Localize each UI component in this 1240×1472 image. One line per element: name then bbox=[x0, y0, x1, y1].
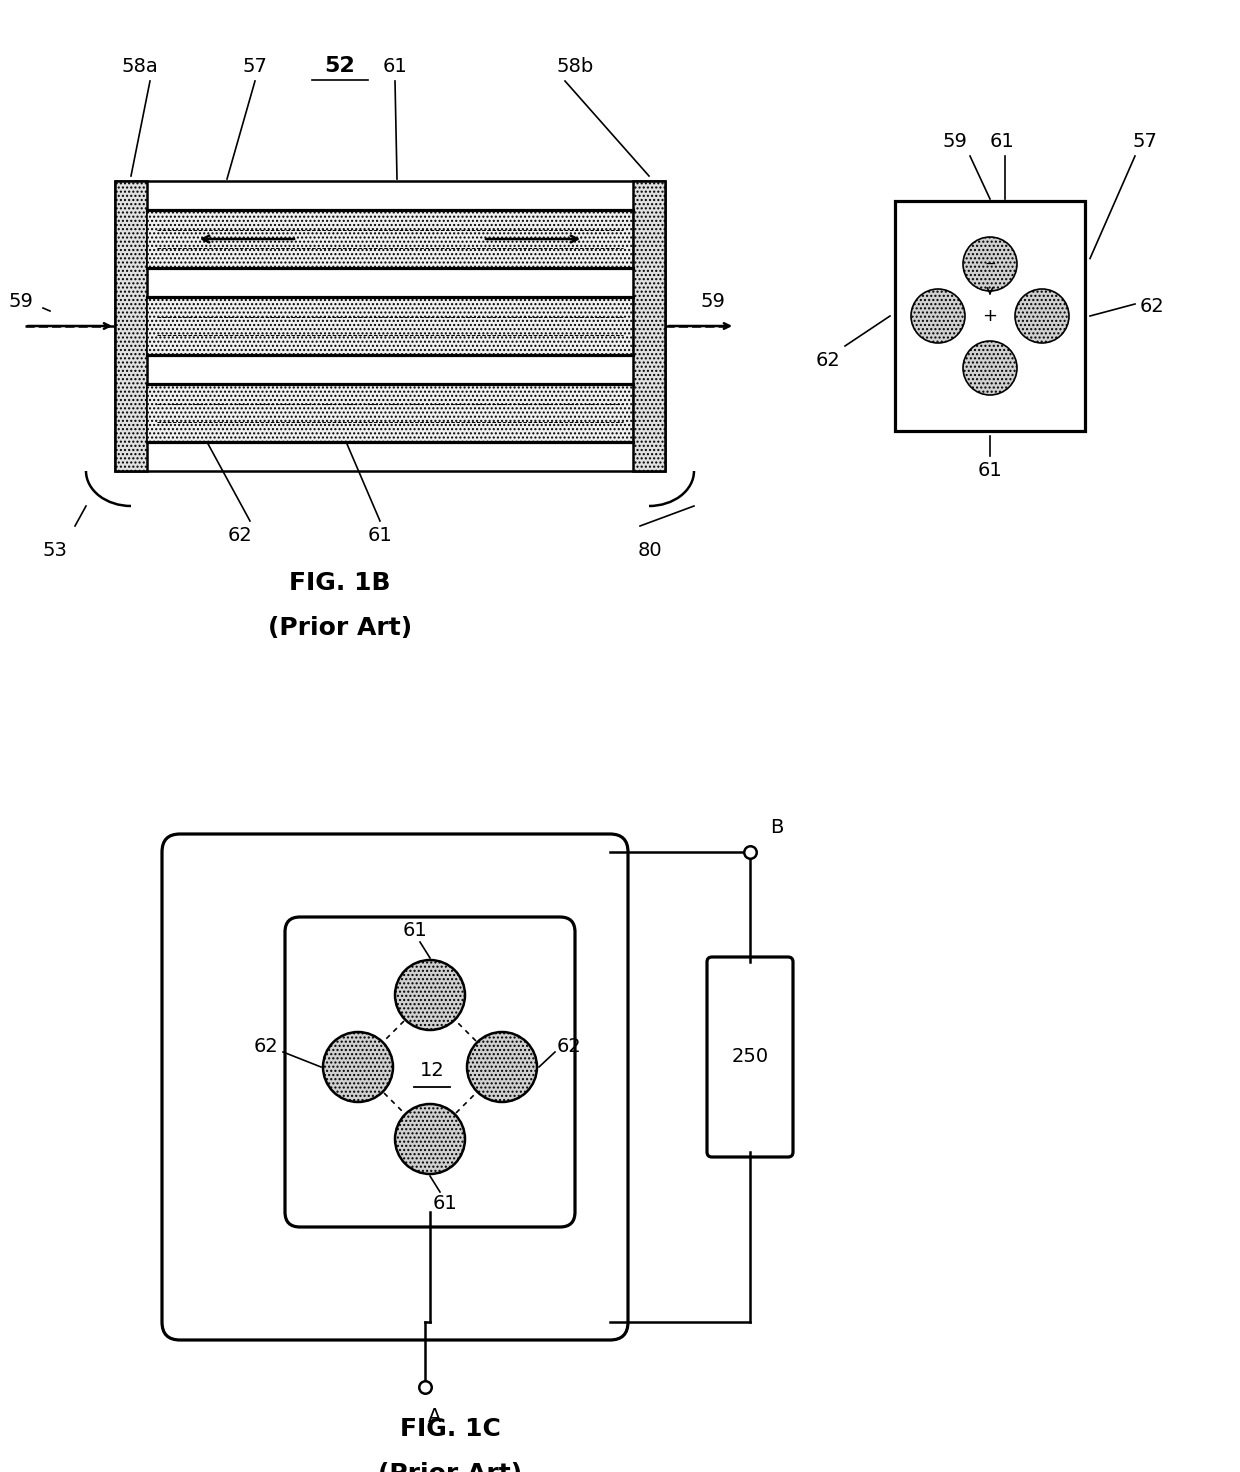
Text: 58a: 58a bbox=[122, 57, 159, 77]
Bar bbox=[115, 181, 148, 471]
Text: FIG. 1C: FIG. 1C bbox=[399, 1418, 501, 1441]
Text: 53: 53 bbox=[42, 542, 67, 559]
Circle shape bbox=[467, 1032, 537, 1103]
Circle shape bbox=[963, 342, 1017, 394]
Circle shape bbox=[1016, 289, 1069, 343]
Bar bbox=[148, 210, 632, 268]
Circle shape bbox=[396, 1104, 465, 1175]
Text: (Prior Art): (Prior Art) bbox=[378, 1462, 522, 1472]
Bar bbox=[632, 181, 665, 471]
Bar bbox=[115, 181, 665, 471]
Text: +: + bbox=[982, 308, 997, 325]
Text: 12: 12 bbox=[419, 1061, 444, 1080]
Text: 61: 61 bbox=[367, 526, 392, 545]
Text: 57: 57 bbox=[243, 57, 268, 77]
Text: (Prior Art): (Prior Art) bbox=[268, 615, 412, 640]
Text: FIG. 1B: FIG. 1B bbox=[289, 571, 391, 595]
Text: B: B bbox=[770, 818, 784, 838]
Text: 59: 59 bbox=[7, 291, 33, 311]
Circle shape bbox=[396, 960, 465, 1030]
Text: 62: 62 bbox=[815, 352, 839, 371]
Text: 57: 57 bbox=[1132, 132, 1157, 152]
Text: 62: 62 bbox=[228, 526, 253, 545]
Text: 58b: 58b bbox=[557, 57, 594, 77]
Text: −: − bbox=[985, 258, 996, 271]
Text: 61: 61 bbox=[403, 921, 428, 941]
Text: 80: 80 bbox=[637, 542, 662, 559]
Bar bbox=[895, 202, 1085, 431]
FancyBboxPatch shape bbox=[707, 957, 794, 1157]
Bar bbox=[148, 297, 632, 355]
Text: A: A bbox=[428, 1407, 441, 1426]
Text: 61: 61 bbox=[383, 57, 408, 77]
Text: 62: 62 bbox=[557, 1038, 582, 1057]
Text: 61: 61 bbox=[990, 132, 1014, 152]
Text: 52: 52 bbox=[325, 56, 356, 77]
Text: 62: 62 bbox=[1140, 296, 1164, 315]
FancyBboxPatch shape bbox=[162, 835, 627, 1340]
Circle shape bbox=[963, 237, 1017, 291]
FancyBboxPatch shape bbox=[285, 917, 575, 1228]
Text: 62: 62 bbox=[253, 1038, 278, 1057]
Text: 59: 59 bbox=[942, 132, 967, 152]
Circle shape bbox=[322, 1032, 393, 1103]
Circle shape bbox=[911, 289, 965, 343]
Text: 59: 59 bbox=[701, 291, 725, 311]
Bar bbox=[148, 384, 632, 442]
Text: 61: 61 bbox=[977, 461, 1002, 480]
Text: 250: 250 bbox=[732, 1048, 769, 1067]
Text: 61: 61 bbox=[433, 1194, 458, 1213]
